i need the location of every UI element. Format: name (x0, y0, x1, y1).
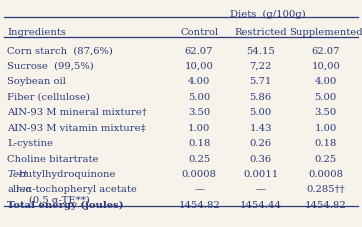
Text: 7,22: 7,22 (249, 62, 272, 71)
Text: 3.50: 3.50 (315, 108, 337, 117)
Text: 0.285††: 0.285†† (307, 185, 345, 195)
Text: rac: rac (15, 185, 31, 195)
Text: 0.0008: 0.0008 (308, 170, 343, 179)
Text: 0.0008: 0.0008 (182, 170, 216, 179)
Text: AIN-93 M mineral mixture†: AIN-93 M mineral mixture† (7, 108, 147, 117)
Text: 62.07: 62.07 (185, 47, 213, 56)
Text: 0.36: 0.36 (249, 155, 272, 164)
Text: 5.71: 5.71 (249, 77, 272, 86)
Text: Ingredients: Ingredients (7, 28, 66, 37)
Text: 0.25: 0.25 (188, 155, 210, 164)
Text: AIN-93 M vitamin mixture‡: AIN-93 M vitamin mixture‡ (7, 124, 146, 133)
Text: 0.0011: 0.0011 (243, 170, 278, 179)
Text: 5.00: 5.00 (315, 93, 337, 102)
Text: 62.07: 62.07 (312, 47, 340, 56)
Text: 5.86: 5.86 (249, 93, 272, 102)
Text: Diets  (g/100g): Diets (g/100g) (230, 10, 306, 19)
Text: 4.00: 4.00 (315, 77, 337, 86)
Text: L-cystine: L-cystine (7, 139, 53, 148)
Text: 4.00: 4.00 (188, 77, 210, 86)
Text: —: — (256, 185, 266, 195)
Text: 10,00: 10,00 (185, 62, 214, 71)
Text: Soybean oil: Soybean oil (7, 77, 66, 86)
Text: —: — (194, 185, 204, 195)
Text: Control: Control (180, 28, 218, 37)
Text: Fiber (cellulose): Fiber (cellulose) (7, 93, 90, 102)
Text: 5.00: 5.00 (188, 93, 210, 102)
Text: -butylhydroquinone: -butylhydroquinone (17, 170, 116, 179)
Text: 1.00: 1.00 (315, 124, 337, 133)
Text: 5.00: 5.00 (249, 108, 272, 117)
Text: (0.5 α-TE**): (0.5 α-TE**) (29, 195, 90, 205)
Text: 1454.82: 1454.82 (178, 201, 220, 210)
Text: 0.25: 0.25 (315, 155, 337, 164)
Text: -α-tochopheryl acetate: -α-tochopheryl acetate (22, 185, 137, 195)
Text: Restricted: Restricted (234, 28, 287, 37)
Text: Total energy (joules): Total energy (joules) (7, 201, 124, 210)
Text: 10,00: 10,00 (311, 62, 340, 71)
Text: 0.26: 0.26 (249, 139, 272, 148)
Text: Choline bitartrate: Choline bitartrate (7, 155, 99, 164)
Text: Corn starch  (87,6%): Corn starch (87,6%) (7, 47, 113, 56)
Text: 1454.82: 1454.82 (305, 201, 347, 210)
Text: 0.18: 0.18 (188, 139, 210, 148)
Text: Tert: Tert (7, 170, 28, 179)
Text: 1.43: 1.43 (249, 124, 272, 133)
Text: 1454.44: 1454.44 (240, 201, 282, 210)
Text: 0.18: 0.18 (315, 139, 337, 148)
Text: Supplemented: Supplemented (289, 28, 362, 37)
Text: 3.50: 3.50 (188, 108, 210, 117)
Text: all-: all- (7, 185, 23, 195)
Text: 54.15: 54.15 (246, 47, 275, 56)
Text: Sucrose  (99,5%): Sucrose (99,5%) (7, 62, 94, 71)
Text: 1.00: 1.00 (188, 124, 210, 133)
